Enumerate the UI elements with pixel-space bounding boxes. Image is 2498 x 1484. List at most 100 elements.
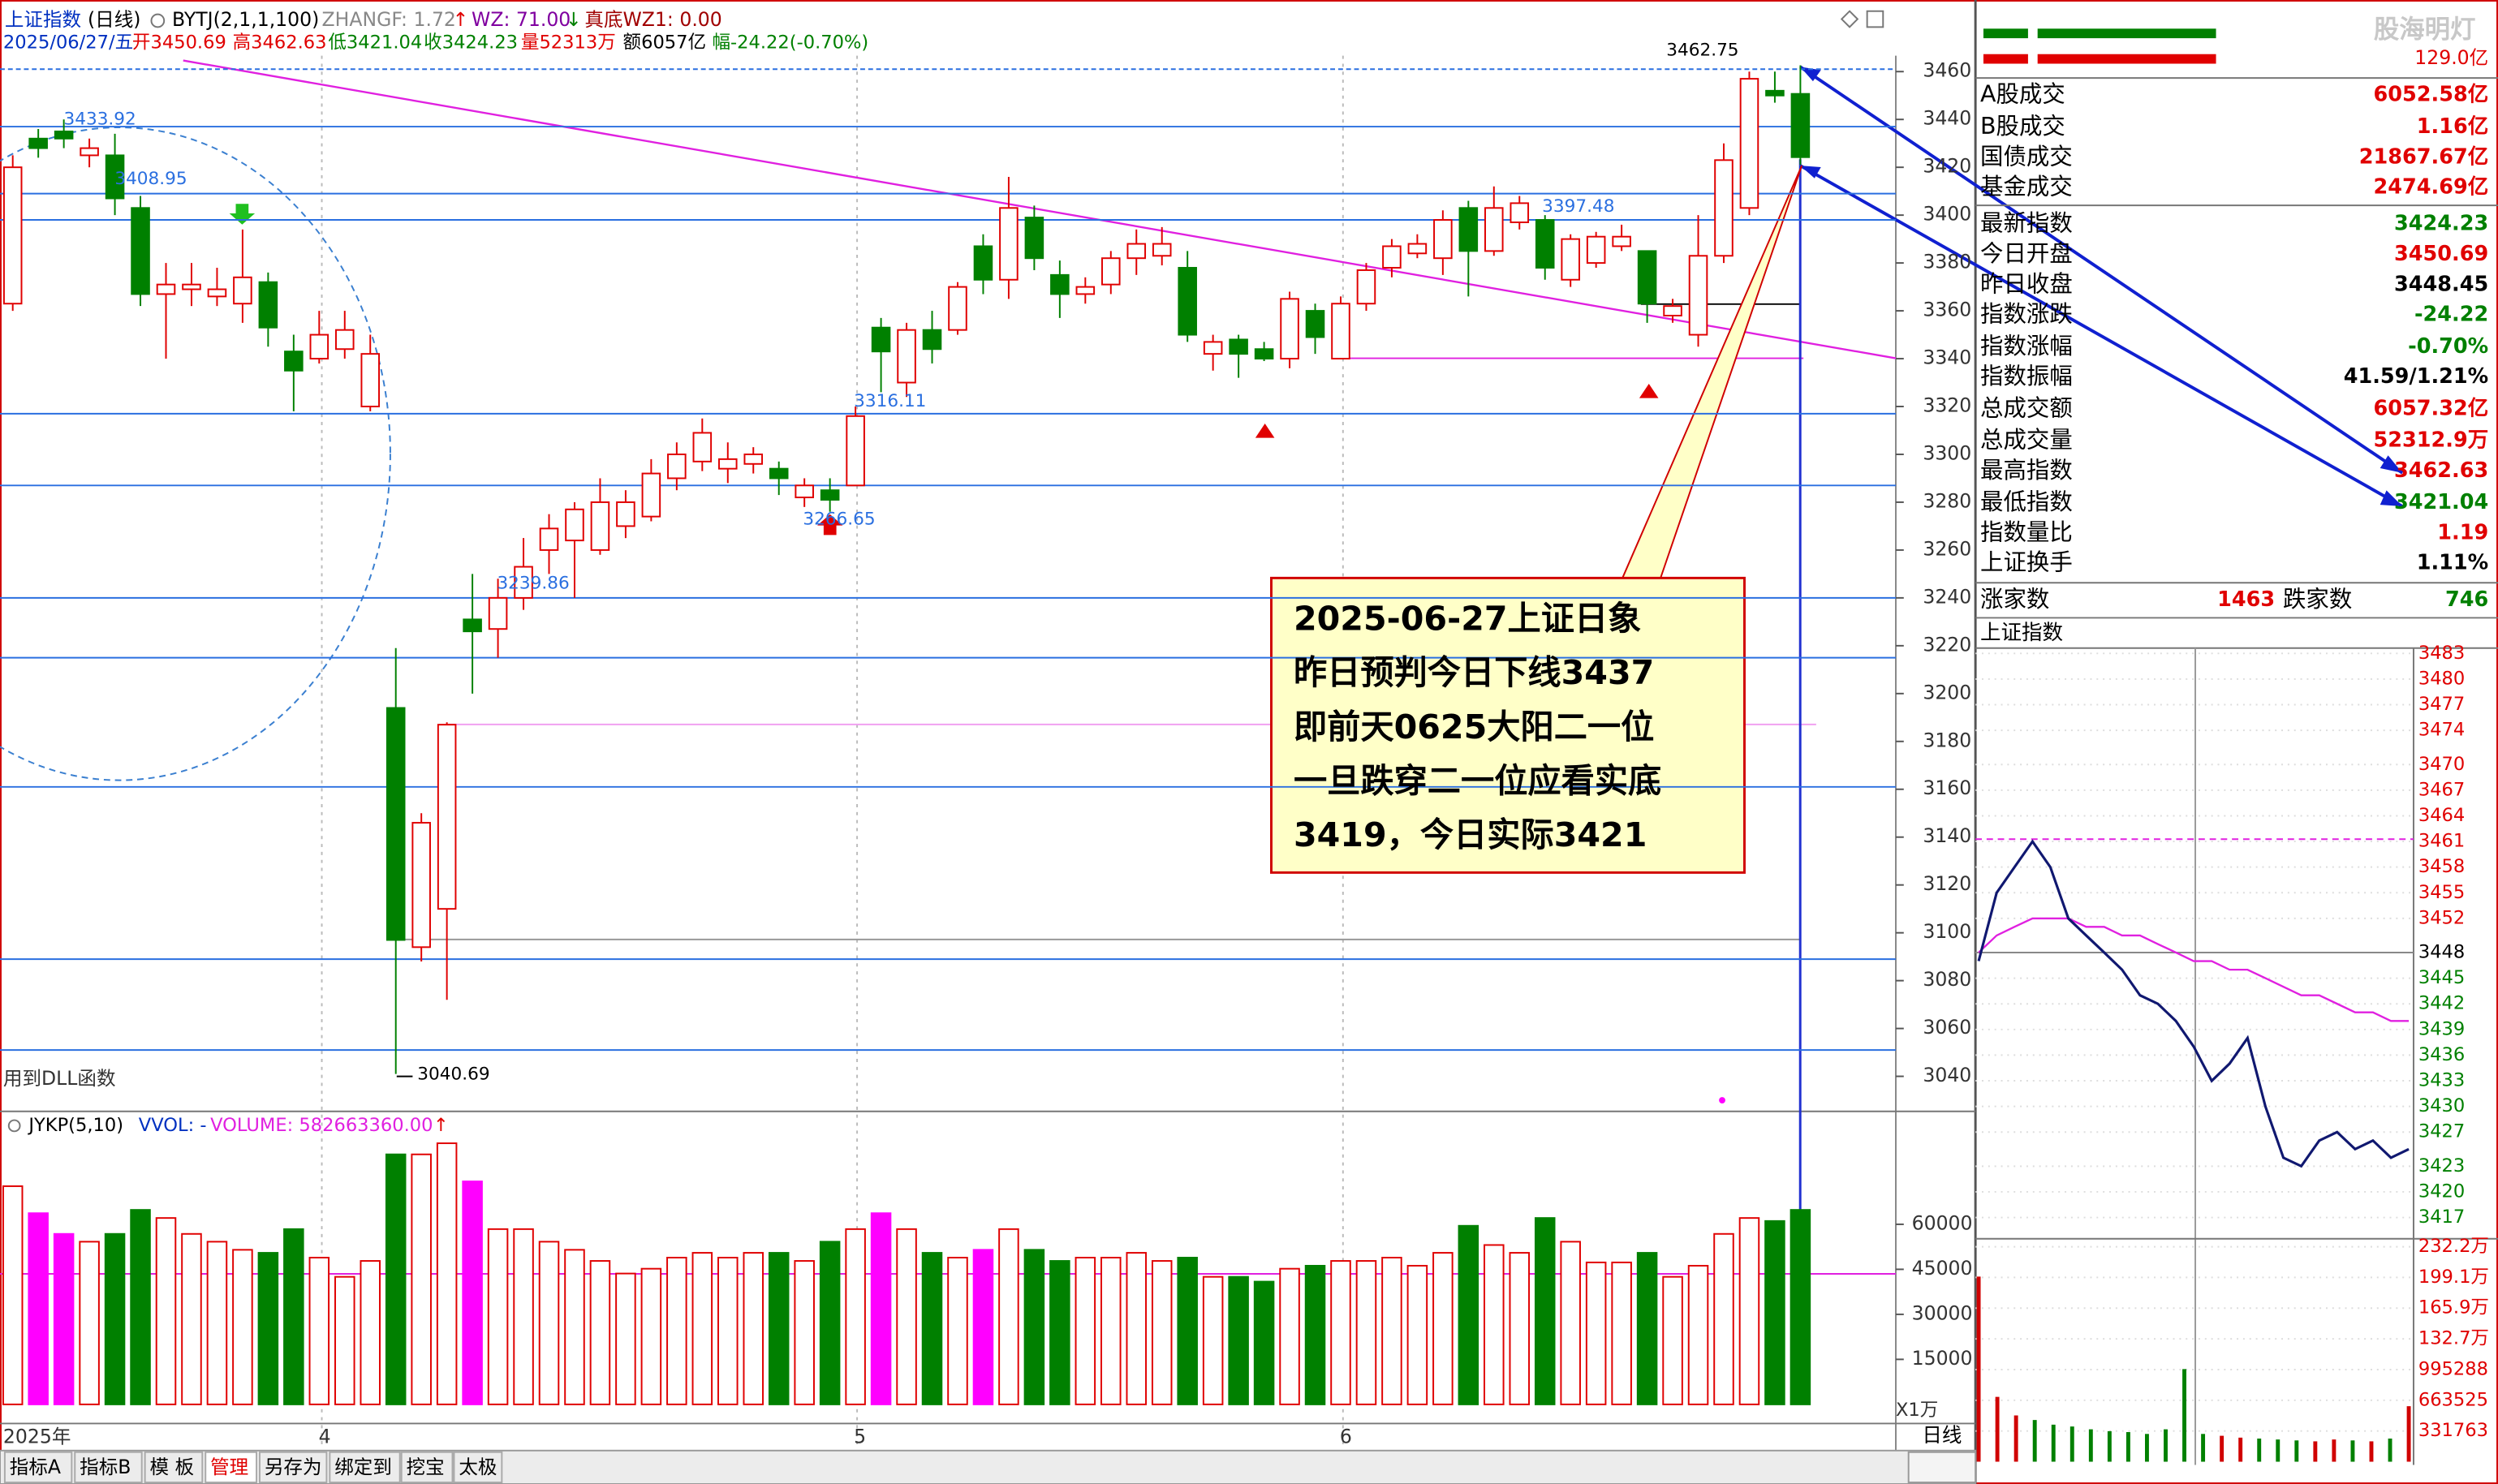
tab-label[interactable]: 指标A [10, 1456, 61, 1478]
candle-body [309, 333, 329, 360]
arrow-head [2380, 490, 2403, 507]
y-tick-label: 3436 [2418, 1044, 2465, 1065]
tab-label[interactable]: 管理 [210, 1456, 248, 1478]
quote-label: 涨家数 [1980, 586, 2049, 613]
candle-body [769, 467, 789, 480]
volume-bar [1151, 1260, 1173, 1405]
y-tick-label: 3423 [2418, 1155, 2465, 1176]
quote-value: 3450.69 [2394, 242, 2488, 266]
x-tick-label: 6 [1340, 1426, 1352, 1448]
quote-value: 3424.23 [2394, 212, 2488, 236]
tab[interactable] [144, 1451, 204, 1484]
volume-bar [1100, 1257, 1122, 1405]
candle-body [514, 566, 533, 599]
quote-label: 跌家数 [2283, 586, 2352, 613]
candle-body [616, 501, 635, 527]
callout-box [1270, 576, 1746, 874]
candle-body [1229, 338, 1248, 355]
tab-label[interactable]: 绑定到 [334, 1456, 392, 1478]
x-tick-label: 2025年 [3, 1426, 71, 1448]
tab-label[interactable]: 太极 [459, 1456, 497, 1478]
volume-bar [1177, 1257, 1198, 1405]
quote-value: 3462.63 [2394, 458, 2488, 483]
candle-body [54, 130, 74, 140]
y-tick-label: 3360 [1923, 299, 1971, 321]
y-tick-label: 3448 [2418, 942, 2465, 963]
indicator-arrow: ↑ [452, 8, 468, 31]
tab-label[interactable]: 挖宝 [407, 1456, 445, 1478]
volume-bar [768, 1252, 790, 1405]
candle-body [1305, 310, 1325, 338]
volume-bar [513, 1228, 534, 1405]
note: 用到DLL函数 [3, 1067, 116, 1090]
candle-body [1637, 250, 1657, 305]
tab[interactable] [205, 1451, 258, 1484]
window-button[interactable] [1840, 10, 1859, 28]
volume-bar [589, 1260, 611, 1405]
y-tick-label: 30000 [1912, 1301, 1973, 1324]
arrow-head [1800, 166, 1821, 179]
candle-body [411, 822, 431, 948]
tab-label[interactable]: 模 板 [150, 1456, 195, 1478]
volume-bar [947, 1257, 968, 1405]
tab[interactable] [258, 1451, 328, 1484]
y-tick-label: 3439 [2418, 1018, 2465, 1039]
y-tick-label: 3430 [2418, 1095, 2465, 1116]
candle-body [1663, 305, 1682, 316]
candle-body [667, 453, 687, 480]
indicator-bar [2037, 54, 2216, 64]
quote-value: 52312.9万 [2374, 428, 2489, 453]
volume-bar [1585, 1261, 1607, 1405]
candle-body [1535, 219, 1555, 269]
quote-label: 上证换手 [1980, 549, 2073, 576]
candle-body [437, 724, 457, 910]
date: 2025/06/27/五 [3, 32, 133, 53]
candle-body [973, 245, 993, 281]
arrow-head [1800, 67, 1821, 82]
callout-text: 2025-06-27上证日象 [1294, 599, 1641, 638]
y-tick-label: 199.1万 [2418, 1267, 2489, 1288]
y-tick-label: 45000 [1912, 1257, 1973, 1280]
candle-body [463, 618, 482, 633]
avg-line [1978, 917, 2410, 1022]
tab-label[interactable]: 指标B [80, 1456, 131, 1478]
tab[interactable] [329, 1451, 401, 1484]
candle-body [1458, 207, 1479, 252]
y-tick-label: 3080 [1923, 968, 1971, 991]
window-button[interactable] [1866, 10, 1884, 28]
y-tick-label: 3380 [1923, 251, 1971, 273]
y-tick-label: 3420 [2418, 1181, 2465, 1202]
volume-bar [360, 1260, 381, 1405]
volume-bar [1049, 1260, 1070, 1405]
price-annotation: 3266.65 [803, 510, 875, 530]
volume-bar [411, 1153, 432, 1405]
y-tick-label: 3100 [1923, 920, 1971, 943]
volume-bar [385, 1153, 407, 1405]
period-label: 日线 [1922, 1423, 1962, 1447]
candle-body [28, 137, 48, 149]
candle-body [2, 166, 23, 305]
y-tick-label: 3420 [1923, 155, 1971, 178]
y-tick-label: 3200 [1923, 681, 1971, 703]
tab[interactable] [74, 1451, 143, 1484]
tab-label[interactable]: 另存为 [265, 1456, 322, 1478]
y-tick-label: 232.2万 [2418, 1236, 2489, 1257]
volume-bar [615, 1272, 636, 1405]
y-tick-label: 3400 [1923, 203, 1971, 226]
volume-bar [538, 1241, 560, 1405]
y-tick-label: 3060 [1923, 1016, 1971, 1039]
tab[interactable] [3, 1451, 73, 1484]
candle-body [488, 596, 508, 630]
quote-value: 6052.58亿 [2374, 83, 2489, 107]
volume-bar [462, 1181, 483, 1405]
tab[interactable] [453, 1451, 503, 1484]
candle-body [1356, 269, 1376, 305]
candle-body [999, 207, 1019, 281]
candle-body [105, 154, 125, 200]
volume-bar [870, 1212, 892, 1405]
price-annotation: 3433.92 [64, 109, 136, 129]
volume-bar [2, 1185, 24, 1405]
candle-body [1254, 348, 1274, 360]
tab[interactable] [400, 1451, 454, 1484]
y-tick-label: 3417 [2418, 1207, 2465, 1228]
